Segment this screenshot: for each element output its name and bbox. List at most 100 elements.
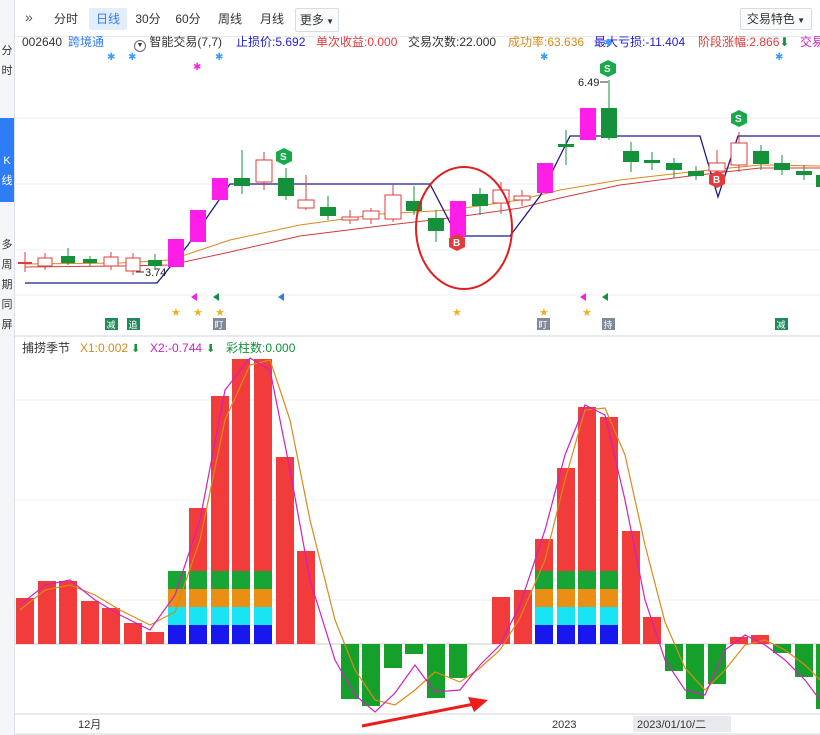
- hist-bar: [16, 598, 34, 644]
- stop-loss: 止损价:5.692: [236, 35, 306, 49]
- tag-hold: [602, 318, 615, 330]
- arrow-annotation: [361, 702, 475, 728]
- tab-more[interactable]: 更多 ▼: [295, 8, 339, 32]
- hist-bar: [59, 581, 77, 644]
- star-marker-icon: ✱: [107, 52, 115, 63]
- strategy-label: 智能交易(7,7): [149, 35, 223, 49]
- sidebar-char-6[interactable]: 周: [1, 259, 13, 271]
- sidebar-char-2[interactable]: 时: [1, 65, 13, 77]
- sell-signal[interactable]: S: [276, 148, 292, 165]
- candle: [37, 257, 53, 267]
- candle: [234, 178, 250, 186]
- candle: [537, 163, 553, 193]
- stage-gain-value: 阶段涨幅:2.866: [698, 35, 780, 49]
- candle: [83, 259, 97, 263]
- sidebar-char-1[interactable]: 分: [1, 45, 13, 57]
- tab-daily[interactable]: 日线: [89, 8, 127, 30]
- tab-monthly[interactable]: 月线: [259, 12, 284, 26]
- hist-bar: [816, 644, 820, 709]
- tag-reduce-label: 减: [777, 319, 786, 330]
- candles: [18, 80, 820, 275]
- candle: [601, 108, 617, 138]
- subchart-title: 捕捞季节: [22, 340, 70, 355]
- candle: [341, 216, 359, 221]
- tab-weekly[interactable]: 周线: [217, 12, 242, 26]
- hist-bar: [146, 632, 164, 644]
- sidebar-char-4: 线: [1, 175, 13, 187]
- tag-eye-label: 盯: [539, 320, 548, 330]
- arrow-down-icon: ⬇: [779, 35, 790, 49]
- candle: [61, 256, 75, 263]
- candle: [320, 207, 336, 216]
- dropdown-circle-icon: ▼: [134, 40, 146, 52]
- arrow-down-icon: ⬇: [131, 343, 140, 355]
- histogram: [16, 359, 820, 709]
- flag-icon: [213, 293, 219, 301]
- trade-feature-button[interactable]: 交易特色 ▼: [739, 8, 812, 30]
- candle: [450, 201, 466, 237]
- star-marker-icon: ✱: [604, 38, 612, 49]
- buy-signal[interactable]: B: [449, 234, 465, 251]
- tab-60min[interactable]: 60分: [175, 12, 201, 26]
- flag-icon: [191, 293, 197, 301]
- expand-icon[interactable]: »: [25, 9, 33, 25]
- star-icon: ★: [452, 307, 462, 319]
- hist-bar: [297, 551, 315, 644]
- candle: [125, 257, 141, 272]
- subchart-x1: X1:0.002: [80, 341, 128, 355]
- tag-chase-label: 追: [129, 319, 138, 330]
- stock-name[interactable]: 跨境通: [68, 35, 105, 49]
- stock-code: 002640: [22, 35, 63, 49]
- tag-eye: [213, 318, 226, 330]
- left-sidebar: 分 时 K 线 多 周 期 同 屏: [0, 0, 15, 735]
- sidebar-char-7[interactable]: 期: [1, 279, 13, 291]
- tag-reduce: [105, 318, 118, 330]
- date-cursor-box: [633, 716, 731, 732]
- candle: [472, 194, 488, 206]
- sidebar-char-5[interactable]: 多: [1, 239, 13, 251]
- candle: [297, 199, 315, 209]
- subchart-x2: X2:-0.744: [150, 341, 202, 355]
- sell-signal-label: S: [280, 152, 287, 163]
- hist-bar: [622, 531, 640, 644]
- hist-bar: [449, 644, 467, 678]
- xaxis-2023: 2023: [552, 719, 576, 731]
- candle: [623, 151, 639, 162]
- xaxis-dec: 12月: [78, 719, 101, 731]
- star-icon: ★: [215, 307, 225, 319]
- sidebar-char-9[interactable]: 屏: [1, 319, 13, 331]
- tag-eye-label: 盯: [215, 320, 224, 330]
- tab-more-label: 更多: [299, 13, 324, 27]
- buy-signal[interactable]: B: [709, 171, 725, 188]
- star-marker-icon: ✱: [128, 52, 136, 63]
- strategy-dropdown[interactable]: ▼ 智能交易(7,7): [134, 34, 223, 52]
- hist-bar: [686, 644, 704, 699]
- candle: [644, 160, 660, 163]
- tab-intraday[interactable]: 分时: [53, 12, 78, 26]
- flag-icon: [278, 293, 284, 301]
- candle: [278, 178, 294, 196]
- sidebar-char-8[interactable]: 同: [1, 299, 13, 311]
- candle: [168, 239, 184, 267]
- star-marker-icon: ✱: [540, 52, 548, 63]
- hist-bar: [362, 644, 380, 706]
- ma-line-gold: [24, 164, 820, 265]
- tab-30min[interactable]: 30分: [135, 12, 161, 26]
- candle: [406, 201, 422, 211]
- sell-signal-label: S: [735, 114, 742, 125]
- candle: [513, 195, 531, 201]
- sidebar-kline-active[interactable]: K 线: [0, 118, 14, 202]
- tag-chase: [127, 318, 140, 330]
- flag-icon: [602, 293, 608, 301]
- sell-signal-label: S: [604, 64, 611, 75]
- sell-signal[interactable]: S: [731, 110, 747, 127]
- star-icon: ★: [193, 307, 203, 319]
- single-gain: 单次收益:0.000: [316, 35, 398, 49]
- buy-signal-label: B: [713, 175, 720, 186]
- sell-signal[interactable]: S: [600, 60, 616, 77]
- sidebar-char-3: K: [3, 155, 11, 167]
- tag-reduce: [775, 318, 788, 330]
- trade-tag: 交易: [800, 35, 820, 49]
- stage-gain: 阶段涨幅:2.866⬇: [698, 34, 789, 50]
